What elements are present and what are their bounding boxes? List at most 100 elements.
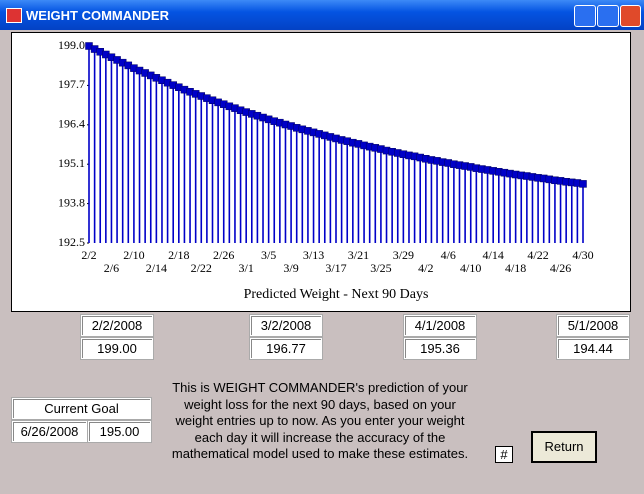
- message-line: weight loss for the next 90 days, based …: [184, 396, 456, 412]
- y-tick-label: 195.1: [58, 156, 85, 170]
- bar: [105, 54, 107, 244]
- y-tick-label: 192.5: [58, 235, 85, 249]
- bar: [447, 162, 450, 243]
- bar: [453, 164, 455, 243]
- maximize-button[interactable]: [597, 5, 619, 27]
- x-tick-label: 4/2: [418, 261, 433, 275]
- bar: [469, 166, 472, 243]
- bar: [363, 145, 365, 243]
- window-title: WEIGHT COMMANDER: [26, 8, 169, 23]
- bar: [391, 151, 393, 243]
- bar: [99, 51, 102, 244]
- weight-box: 199.00: [81, 338, 153, 359]
- bar: [323, 135, 326, 243]
- bar: [149, 75, 152, 243]
- bar: [93, 49, 96, 244]
- bar: [402, 154, 405, 243]
- x-tick-label: 4/10: [460, 261, 481, 275]
- bar: [110, 57, 113, 244]
- bar: [526, 176, 528, 243]
- bar: [576, 182, 579, 243]
- bar: [408, 155, 410, 243]
- bar: [200, 96, 203, 243]
- bar: [144, 72, 146, 243]
- date-box: 2/2/2008: [81, 315, 153, 336]
- bar: [509, 173, 511, 243]
- bar: [352, 142, 354, 243]
- app-icon: [6, 8, 22, 23]
- x-tick-label: 3/17: [325, 261, 346, 275]
- message: This is WEIGHT COMMANDER's prediction of…: [150, 380, 490, 463]
- bar: [183, 89, 186, 243]
- bar: [250, 113, 253, 244]
- y-tick-label: 197.7: [58, 77, 85, 91]
- x-tick-label: 4/30: [572, 248, 593, 262]
- minimize-button[interactable]: [574, 5, 596, 27]
- bar: [475, 168, 478, 243]
- bar: [346, 141, 349, 243]
- date-box: 4/1/2008: [404, 315, 476, 336]
- x-tick-label: 3/5: [261, 248, 276, 262]
- return-button[interactable]: Return: [531, 431, 597, 463]
- bar: [368, 146, 371, 243]
- bar: [441, 162, 444, 243]
- bar: [211, 100, 214, 244]
- x-tick-label: 3/9: [283, 261, 298, 275]
- x-tick-label: 2/18: [168, 248, 189, 262]
- bar: [284, 124, 287, 243]
- bar: [256, 115, 259, 243]
- bar: [458, 165, 461, 243]
- bar: [172, 85, 175, 243]
- bar: [497, 171, 500, 243]
- bar: [531, 176, 534, 243]
- bar: [385, 150, 388, 243]
- x-tick-label: 3/13: [303, 248, 324, 262]
- bar: [228, 106, 231, 243]
- bar: [121, 62, 124, 243]
- bar: [554, 180, 556, 243]
- x-tick-label: 4/26: [550, 261, 571, 275]
- x-tick-label: 2/2: [81, 248, 96, 262]
- x-tick-label: 4/6: [441, 248, 456, 262]
- bar: [273, 121, 276, 243]
- bar: [295, 127, 298, 243]
- bar: [503, 172, 506, 243]
- bar: [430, 159, 433, 243]
- bar: [340, 139, 343, 243]
- bar: [301, 129, 304, 243]
- bar-marker: [579, 180, 587, 188]
- bar: [155, 77, 158, 243]
- bar: [492, 170, 494, 243]
- title-bar: WEIGHT COMMANDER: [0, 0, 644, 30]
- x-tick-label: 4/14: [483, 248, 504, 262]
- message-line: This is WEIGHT COMMANDER's prediction of…: [172, 380, 468, 395]
- message-line: mathematical model used to make these es…: [171, 446, 469, 461]
- message-line: weight entries up to now. As you enter y…: [175, 413, 465, 428]
- bar: [290, 126, 292, 243]
- x-axis-label: Predicted Weight - Next 90 Days: [244, 287, 429, 302]
- y-tick-label: 199.0: [58, 38, 85, 52]
- bar: [222, 104, 225, 244]
- hash-button[interactable]: #: [495, 446, 513, 463]
- bar: [329, 136, 332, 243]
- bar: [396, 152, 399, 243]
- x-tick-label: 4/22: [527, 248, 548, 262]
- x-tick-label: 3/21: [348, 248, 369, 262]
- bar: [419, 157, 422, 243]
- bar: [514, 174, 517, 243]
- bar: [138, 70, 141, 244]
- bar: [520, 175, 523, 243]
- bar: [380, 149, 382, 243]
- x-tick-label: 2/22: [191, 261, 212, 275]
- bar: [267, 119, 270, 243]
- bar: [570, 182, 573, 243]
- bar: [559, 180, 562, 243]
- bar: [357, 143, 360, 243]
- bar: [262, 117, 264, 243]
- bar: [279, 122, 281, 243]
- close-button[interactable]: [620, 5, 641, 27]
- bar: [116, 59, 118, 244]
- goal-date: 6/26/2008: [12, 421, 87, 442]
- bar: [194, 93, 197, 243]
- bar: [413, 156, 416, 243]
